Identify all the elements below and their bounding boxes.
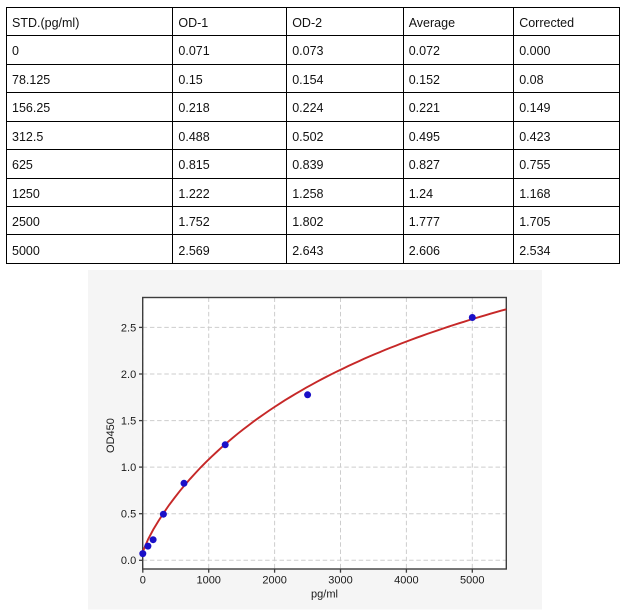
- svg-text:1.0: 1.0: [121, 462, 136, 474]
- svg-text:4000: 4000: [394, 575, 418, 587]
- svg-text:OD450: OD450: [105, 418, 117, 453]
- svg-text:3000: 3000: [328, 575, 352, 587]
- svg-text:2.0: 2.0: [121, 369, 136, 381]
- svg-text:1000: 1000: [196, 575, 220, 587]
- svg-text:1.5: 1.5: [121, 416, 136, 428]
- svg-text:5000: 5000: [460, 575, 484, 587]
- svg-text:0.0: 0.0: [121, 555, 136, 567]
- svg-text:0: 0: [140, 575, 146, 587]
- svg-text:0.5: 0.5: [121, 509, 136, 521]
- svg-text:2.5: 2.5: [121, 322, 136, 334]
- svg-text:2000: 2000: [262, 575, 286, 587]
- svg-text:pg/ml: pg/ml: [311, 589, 338, 601]
